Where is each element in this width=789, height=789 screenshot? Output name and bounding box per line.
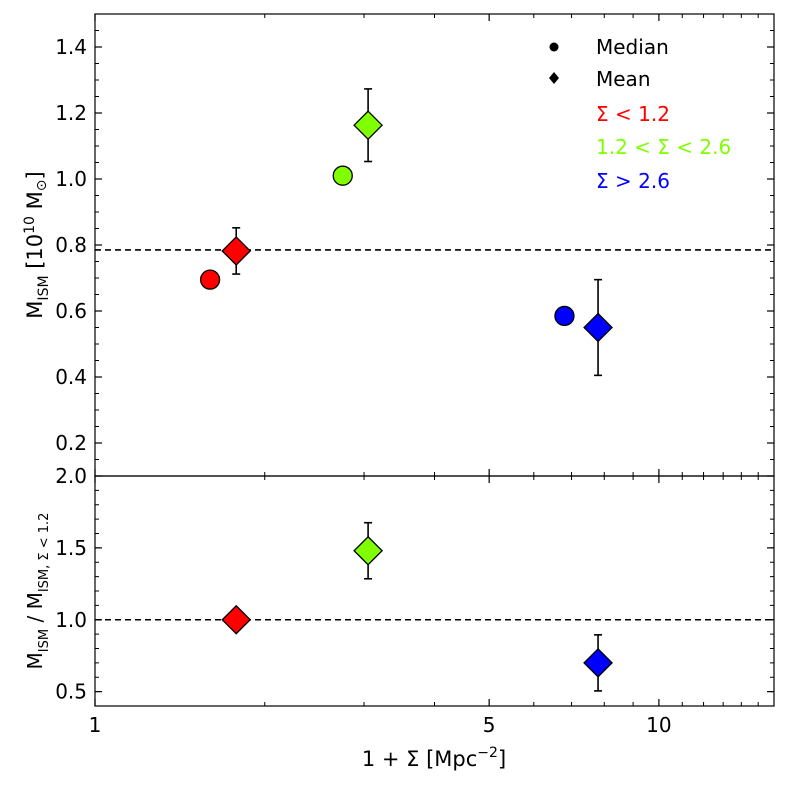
y-tick-label: 2.0 (55, 464, 87, 488)
mean-point (583, 312, 613, 343)
legend-mean-marker (549, 72, 559, 84)
y-tick-label: 0.5 (55, 680, 87, 704)
y-tick-label: 1.0 (55, 608, 87, 632)
top-y-label-sun: ⊙ (34, 180, 50, 192)
y-tick-label: 1.2 (55, 101, 87, 125)
median-point (554, 305, 575, 327)
bottom-y-label: MISM / MISM, Σ < 1.2 (23, 513, 52, 670)
bottom-panel-frame (94, 475, 775, 707)
y-tick-label: 0.2 (55, 431, 87, 455)
data-points (199, 88, 613, 692)
top-y-label-sub: ISM (36, 275, 52, 300)
reference-lines (95, 249, 774, 621)
ratio-point (353, 535, 384, 566)
mean-point (221, 236, 252, 266)
bottom-y-label-b-sub: ISM, Σ < 1.2 (37, 513, 52, 593)
ratio-point (583, 647, 613, 678)
y-tick-label: 1.0 (55, 167, 87, 191)
legend-median-marker (549, 42, 559, 52)
top-y-label-end: M (23, 191, 47, 216)
top-panel-frame (94, 13, 775, 477)
x-ticks: 1 5 10 (89, 14, 759, 737)
y-tick-label: 1.4 (55, 35, 87, 59)
x-label-main: 1 + Σ [Mpc (362, 747, 477, 771)
y-tick-label: 0.6 (55, 299, 87, 323)
legend-entry-low: Σ < 1.2 (596, 102, 670, 126)
bottom-y-label-a-sub: ISM (37, 629, 52, 652)
x-tick-label: 1 (89, 713, 102, 737)
legend-median-label: Median (596, 35, 669, 59)
ratio-point (221, 604, 252, 635)
legend: Median Mean Σ < 1.2 1.2 < Σ < 2.6 Σ > 2.… (549, 35, 731, 193)
y-tick-label: 1.5 (55, 536, 87, 560)
x-tick-label: 10 (646, 713, 671, 737)
y-tick-label: 0.8 (55, 233, 87, 257)
legend-entry-high: Σ > 2.6 (596, 169, 670, 193)
median-point (332, 165, 353, 186)
x-label-end: ] (498, 747, 506, 771)
top-y-label-rest: [10 (23, 234, 47, 276)
bottom-y-label-a: M (23, 652, 47, 669)
bottom-y-label-slash: / M (23, 592, 47, 629)
top-y-ticks: 0.2 0.4 0.6 0.8 1.0 1.2 1.4 (55, 30, 774, 460)
legend-mean-label: Mean (596, 67, 651, 91)
bottom-y-ticks: 0.5 1.0 1.5 2.0 (55, 464, 774, 704)
top-y-label: MISM [1010 M⊙] (22, 171, 52, 318)
x-axis-label: 1 + Σ [Mpc−2] (362, 745, 506, 771)
mean-point (353, 110, 384, 141)
top-y-label-close: ] (23, 171, 47, 179)
legend-entry-mid: 1.2 < Σ < 2.6 (596, 135, 731, 159)
y-tick-label: 0.4 (55, 365, 87, 389)
median-point (199, 269, 221, 290)
top-y-label-sup: 10 (22, 216, 38, 234)
x-tick-label: 5 (483, 713, 496, 737)
top-y-label-main: M (23, 301, 47, 319)
x-label-sup: −2 (477, 745, 498, 761)
